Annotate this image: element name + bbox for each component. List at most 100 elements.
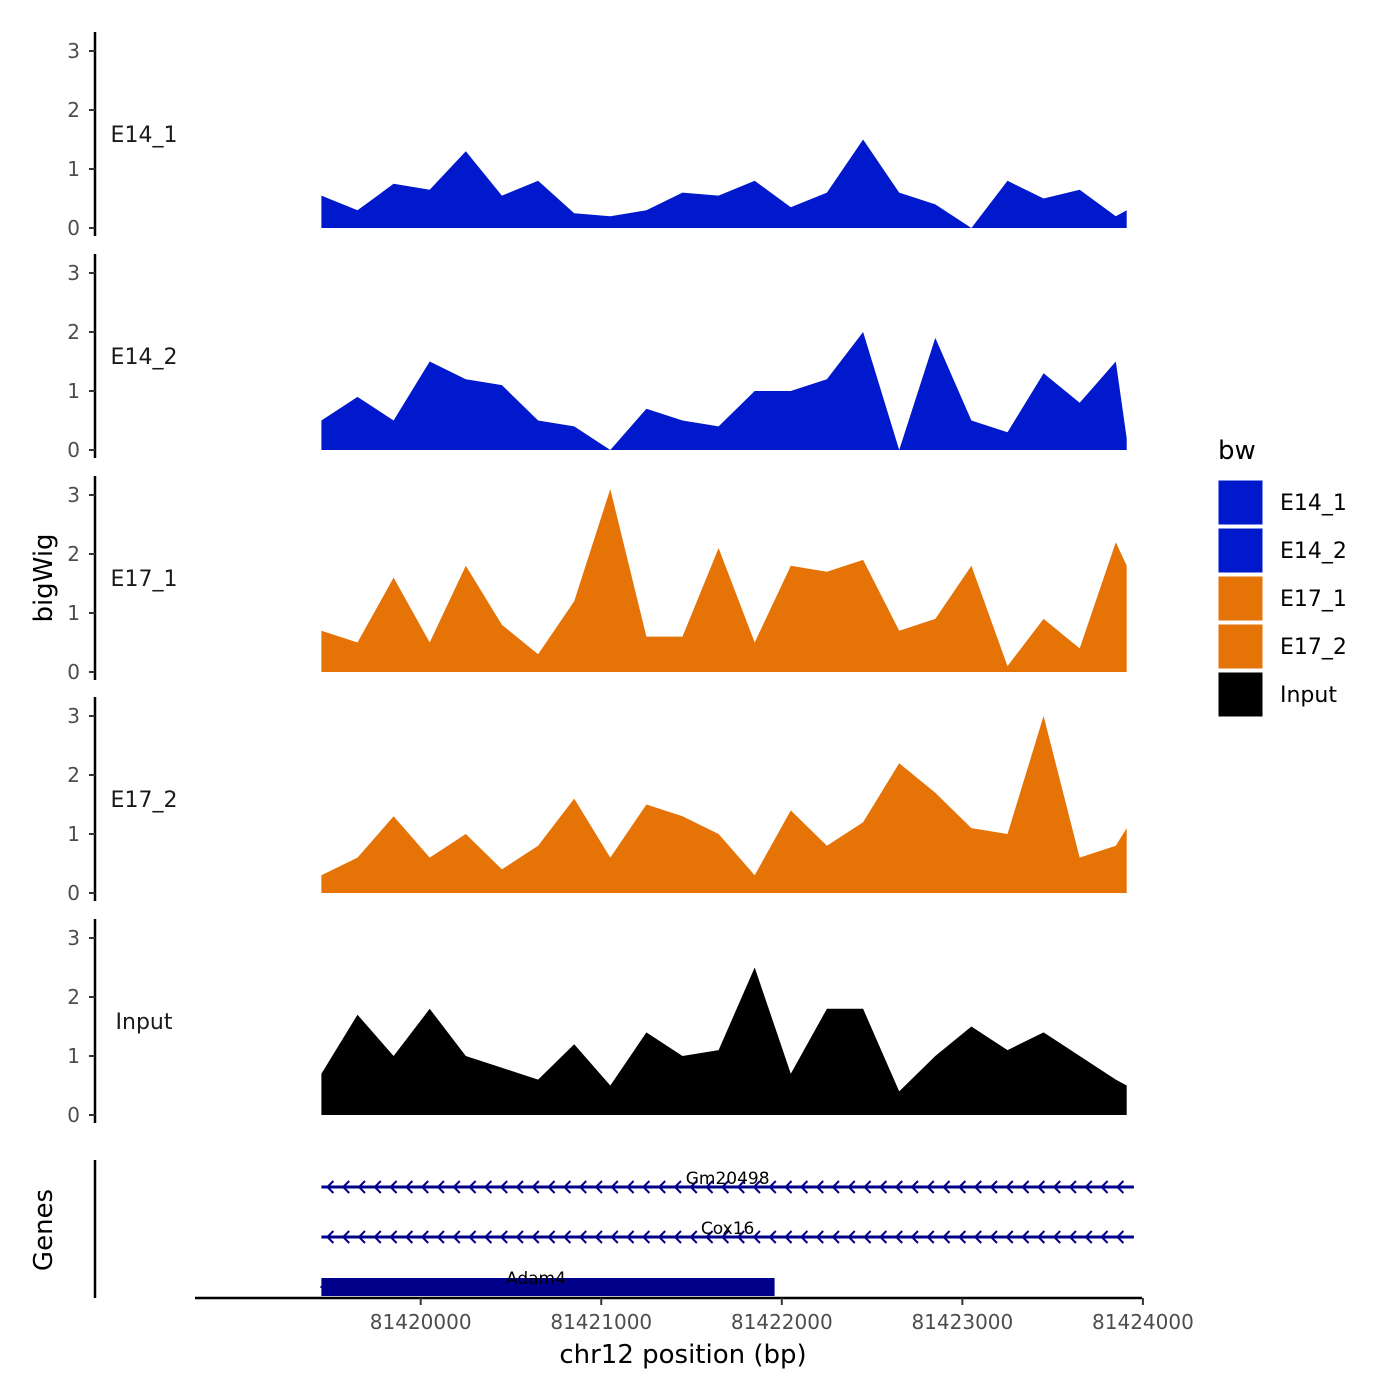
track-E14_1: 0 1 2 3 E14_1 xyxy=(67,32,1127,240)
strand-chevron xyxy=(815,1230,824,1244)
strand-chevron xyxy=(910,1230,919,1244)
strand-chevron xyxy=(736,1230,745,1244)
area-series-E17_2 xyxy=(321,716,1127,893)
strand-chevron xyxy=(468,1230,477,1244)
legend-title: bw xyxy=(1218,436,1256,466)
strand-chevron xyxy=(389,1180,398,1194)
strand-chevron xyxy=(452,1230,461,1244)
strand-chevron xyxy=(926,1230,935,1244)
gene-Cox16: Cox16 xyxy=(321,1219,1134,1244)
strand-chevron xyxy=(373,1180,382,1194)
gene-Adam4: Adam4 xyxy=(319,1269,775,1296)
strand-chevron xyxy=(420,1230,429,1244)
strand-chevron xyxy=(942,1180,951,1194)
strand-chevron xyxy=(389,1230,398,1244)
y-tick-label: 3 xyxy=(67,926,80,950)
gene-Gm20498: Gm20498 xyxy=(321,1169,1134,1194)
strand-chevron xyxy=(547,1180,556,1194)
strand-chevron xyxy=(436,1180,445,1194)
x-tick-label: 81422000 xyxy=(731,1310,833,1334)
gene-exon-block xyxy=(321,1278,775,1296)
strand-chevron xyxy=(957,1180,967,1194)
strand-chevron xyxy=(641,1180,651,1194)
y-tick-label: 1 xyxy=(67,1044,80,1068)
y-tick-label: 1 xyxy=(67,822,80,846)
strand-chevron xyxy=(483,1180,493,1194)
strand-chevron xyxy=(341,1230,350,1244)
strand-chevron xyxy=(1021,1230,1030,1244)
strand-chevron xyxy=(404,1230,414,1244)
strand-chevron xyxy=(626,1180,635,1194)
strand-chevron xyxy=(325,1230,335,1244)
gene-label: Gm20498 xyxy=(686,1169,770,1189)
strand-chevron xyxy=(1115,1230,1125,1244)
strand-chevron xyxy=(626,1230,635,1244)
strand-chevron xyxy=(673,1180,682,1194)
strand-chevron xyxy=(878,1180,888,1194)
strand-chevron xyxy=(863,1230,872,1244)
strand-chevron xyxy=(1068,1230,1077,1244)
y-tick-label: 0 xyxy=(67,438,80,462)
legend-label: E14_1 xyxy=(1280,491,1347,516)
y-tick-label: 3 xyxy=(67,704,80,728)
y-tick-label: 0 xyxy=(67,216,80,240)
y-tick-label: 0 xyxy=(67,1103,80,1127)
strand-chevron xyxy=(752,1180,761,1194)
gene-label: Adam4 xyxy=(506,1269,566,1289)
tracks: 0 1 2 3 E14_1 0 1 2 3 E14_2 0 1 2 3 E17_1 0 1 2 3 E17_2 0 1 2 3… xyxy=(67,32,1127,1127)
legend-swatch xyxy=(1217,575,1264,622)
y-axis-title: bigWig xyxy=(29,533,59,622)
strand-chevron xyxy=(926,1180,935,1194)
strand-chevron xyxy=(1100,1180,1109,1194)
strand-chevron xyxy=(357,1230,366,1244)
strand-chevron xyxy=(799,1180,809,1194)
strand-chevron xyxy=(720,1230,730,1244)
strand-chevron xyxy=(989,1180,998,1194)
x-axis: 81420000 81421000 81422000 81423000 81424000 xyxy=(195,1296,1194,1334)
track-label: E14_2 xyxy=(111,345,178,370)
y-tick-label: 2 xyxy=(67,763,80,787)
strand-chevron xyxy=(547,1230,556,1244)
x-axis-title: chr12 position (bp) xyxy=(559,1340,806,1370)
strand-chevron xyxy=(562,1230,572,1244)
legend-swatch xyxy=(1217,671,1264,718)
strand-chevron xyxy=(373,1230,382,1244)
strand-chevron xyxy=(863,1180,872,1194)
strand-chevron xyxy=(768,1230,777,1244)
strand-chevron xyxy=(515,1180,524,1194)
strand-chevron xyxy=(610,1230,619,1244)
strand-chevron xyxy=(594,1180,603,1194)
x-tick-label: 81423000 xyxy=(911,1310,1013,1334)
strand-chevron xyxy=(499,1230,508,1244)
strand-chevron xyxy=(1084,1180,1093,1194)
y-tick-label: 3 xyxy=(67,39,80,63)
strand-chevron xyxy=(784,1230,793,1244)
strand-chevron xyxy=(341,1180,350,1194)
genes-panel: Gm20498 Cox16 Adam4 xyxy=(93,1160,1134,1298)
area-series-Input xyxy=(321,967,1127,1115)
y-tick-label: 1 xyxy=(67,157,80,181)
strand-chevron xyxy=(705,1180,714,1194)
strand-chevron xyxy=(799,1230,809,1244)
strand-chevron xyxy=(1005,1230,1014,1244)
strand-chevron xyxy=(657,1180,666,1194)
legend-swatch xyxy=(1217,479,1264,526)
strand-chevron xyxy=(894,1230,903,1244)
strand-chevron xyxy=(578,1180,587,1194)
strand-chevron xyxy=(499,1180,508,1194)
x-tick-label: 81421000 xyxy=(550,1310,652,1334)
strand-chevron xyxy=(436,1230,445,1244)
strand-chevron xyxy=(1100,1230,1109,1244)
strand-chevron xyxy=(319,1281,329,1293)
strand-chevron xyxy=(578,1230,587,1244)
strand-chevron xyxy=(673,1230,682,1244)
y-tick-label: 0 xyxy=(67,660,80,684)
y-tick-label: 1 xyxy=(67,601,80,625)
y-tick-label: 2 xyxy=(67,320,80,344)
strand-chevron xyxy=(689,1180,698,1194)
area-series-E14_2 xyxy=(321,332,1127,450)
strand-chevron xyxy=(942,1230,951,1244)
strand-chevron xyxy=(910,1180,919,1194)
track-E17_1: 0 1 2 3 E17_1 xyxy=(67,476,1127,684)
